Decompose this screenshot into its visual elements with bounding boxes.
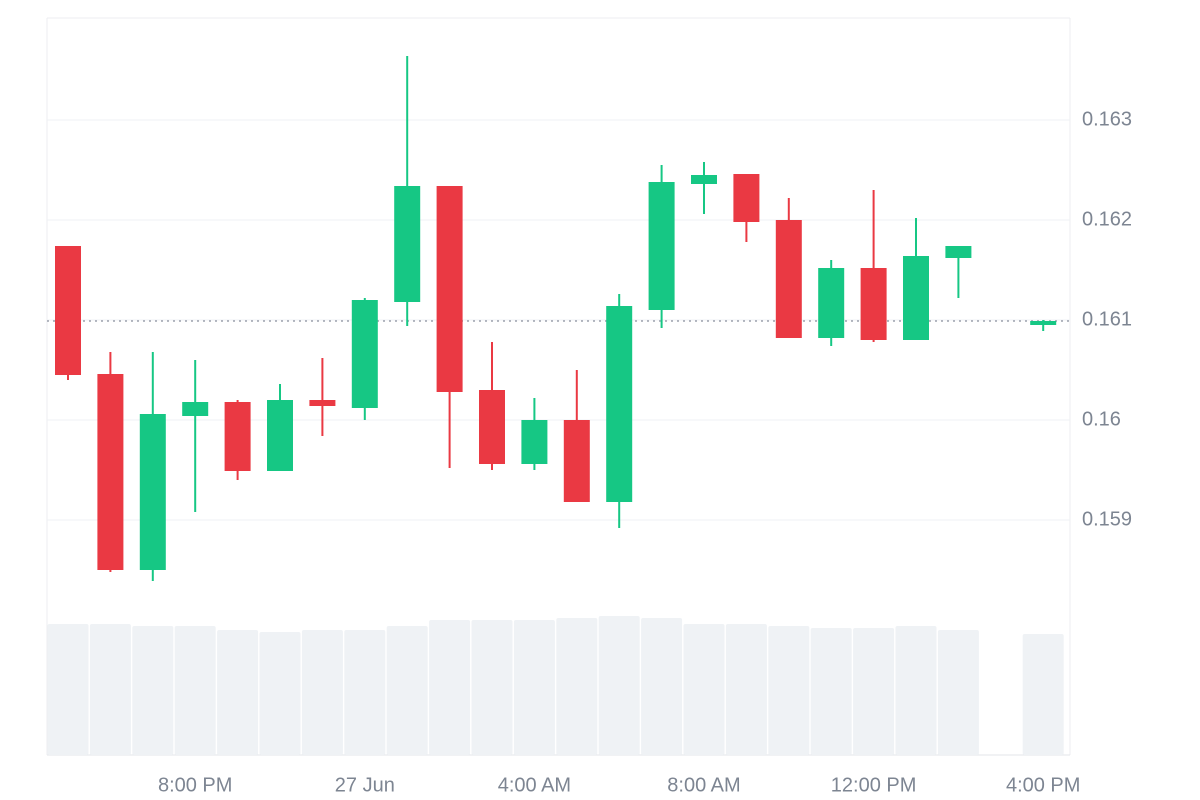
volume-bar (89, 624, 131, 755)
volume-bar (301, 630, 343, 755)
volume-bar (937, 630, 979, 755)
volume-bar (1022, 634, 1064, 755)
candle-body (309, 400, 336, 406)
candle-body (55, 246, 81, 375)
candle-body (182, 402, 209, 416)
volume-bar (132, 626, 174, 755)
y-tick-label: 0.16 (1082, 408, 1121, 430)
candle-body (224, 402, 251, 471)
x-tick-label: 4:00 AM (498, 774, 571, 796)
candle-body (97, 374, 124, 570)
candle-body (1030, 321, 1057, 325)
volume-bar (259, 632, 301, 755)
candle-body (733, 174, 760, 222)
candle-body (691, 175, 717, 184)
x-tick-label: 8:00 PM (158, 774, 232, 796)
candle-body (139, 414, 166, 570)
volume-bar (513, 620, 555, 755)
volume-bar (641, 618, 683, 755)
volume-bar (598, 616, 640, 755)
y-tick-label: 0.161 (1082, 308, 1132, 330)
candle-body (606, 306, 633, 502)
candle-body (267, 400, 293, 471)
x-tick-label: 27 Jun (335, 774, 395, 796)
candle-body (945, 246, 972, 258)
volume-bar (853, 628, 895, 755)
volume-bar (386, 626, 428, 755)
volume-bar (174, 626, 216, 755)
candle-body (479, 390, 505, 464)
candle-body (860, 268, 887, 340)
volume-bar (725, 624, 767, 755)
candle-body (436, 186, 463, 392)
volume-bar (895, 626, 937, 755)
candle-body (351, 300, 378, 408)
candle-body (775, 220, 802, 338)
volume-bar (768, 626, 810, 755)
volume-bar (344, 630, 386, 755)
x-tick-label: 12:00 PM (831, 774, 917, 796)
volume-bar (810, 628, 852, 755)
volume-bar (429, 620, 471, 755)
volume-bar (683, 624, 725, 755)
candle-body (903, 256, 929, 340)
volume-bar (471, 620, 513, 755)
x-tick-label: 4:00 PM (1006, 774, 1080, 796)
y-tick-label: 0.159 (1082, 508, 1132, 530)
candle-body (648, 182, 675, 310)
x-tick-label: 8:00 AM (667, 774, 740, 796)
volume-bar (47, 624, 89, 755)
candle-body (818, 268, 845, 338)
volume-bar (217, 630, 259, 755)
y-tick-label: 0.162 (1082, 208, 1132, 230)
candle-body (521, 420, 548, 464)
y-tick-label: 0.163 (1082, 108, 1132, 130)
candle-body (394, 186, 421, 302)
volume-bar (556, 618, 598, 755)
candle-body (563, 420, 590, 502)
